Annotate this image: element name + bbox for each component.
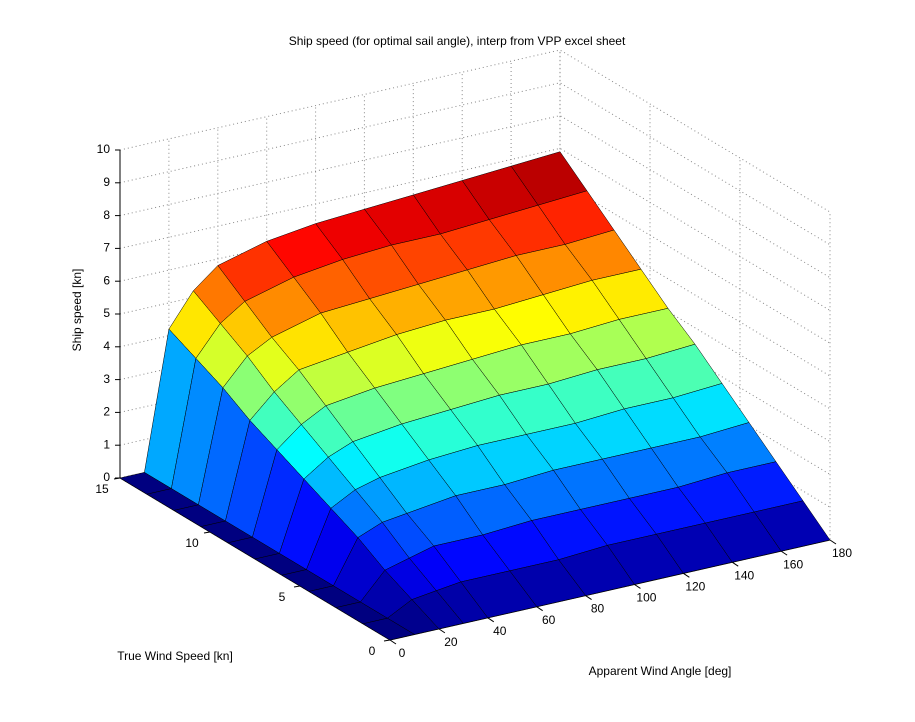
x-tick <box>438 628 446 634</box>
x-tick-label: 80 <box>591 602 605 616</box>
z-tick-label: 3 <box>103 372 110 386</box>
y-tick-label: 15 <box>95 482 109 496</box>
x-tick-label: 160 <box>783 557 803 571</box>
x-tick <box>780 550 788 556</box>
x-tick <box>487 617 495 623</box>
z-axis-label: Ship speed [kn] <box>70 269 84 352</box>
z-tick-label: 10 <box>97 142 111 156</box>
surface-patch <box>362 617 416 641</box>
z-tick-label: 5 <box>103 306 110 320</box>
z-tick-label: 8 <box>103 208 110 222</box>
x-tick <box>731 561 739 567</box>
x-tick-label: 20 <box>444 635 458 649</box>
x-tick <box>829 539 837 545</box>
y-tick <box>383 639 391 642</box>
y-tick-label: 5 <box>279 590 286 604</box>
x-tick <box>536 606 543 612</box>
z-tick-label: 1 <box>103 437 110 451</box>
x-tick-label: 120 <box>685 580 705 594</box>
y-tick-label: 10 <box>185 536 199 550</box>
y-axis-label: True Wind Speed [kn] <box>117 649 233 663</box>
z-tick-label: 9 <box>103 175 110 189</box>
x-tick-label: 100 <box>636 591 656 605</box>
z-tick-label: 7 <box>103 241 110 255</box>
z-tick-label: 0 <box>103 470 110 484</box>
z-tick-label: 6 <box>103 273 110 287</box>
x-tick <box>683 572 690 578</box>
x-tick-label: 0 <box>399 646 406 660</box>
x-tick-label: 140 <box>734 568 754 582</box>
x-tick-label: 180 <box>832 546 852 560</box>
z-tick-label: 4 <box>103 339 110 353</box>
x-tick <box>585 595 592 600</box>
x-tick-label: 40 <box>493 624 507 638</box>
x-axis-label: Apparent Wind Angle [deg] <box>589 664 732 678</box>
x-tick <box>634 584 641 589</box>
z-tick-label: 2 <box>103 405 110 419</box>
y-tick <box>203 531 211 534</box>
chart-title: Ship speed (for optimal sail angle), int… <box>289 34 626 48</box>
x-tick-label: 60 <box>542 613 556 627</box>
y-tick <box>293 585 301 588</box>
x-tick <box>389 639 397 645</box>
y-tick-label: 0 <box>369 644 376 658</box>
